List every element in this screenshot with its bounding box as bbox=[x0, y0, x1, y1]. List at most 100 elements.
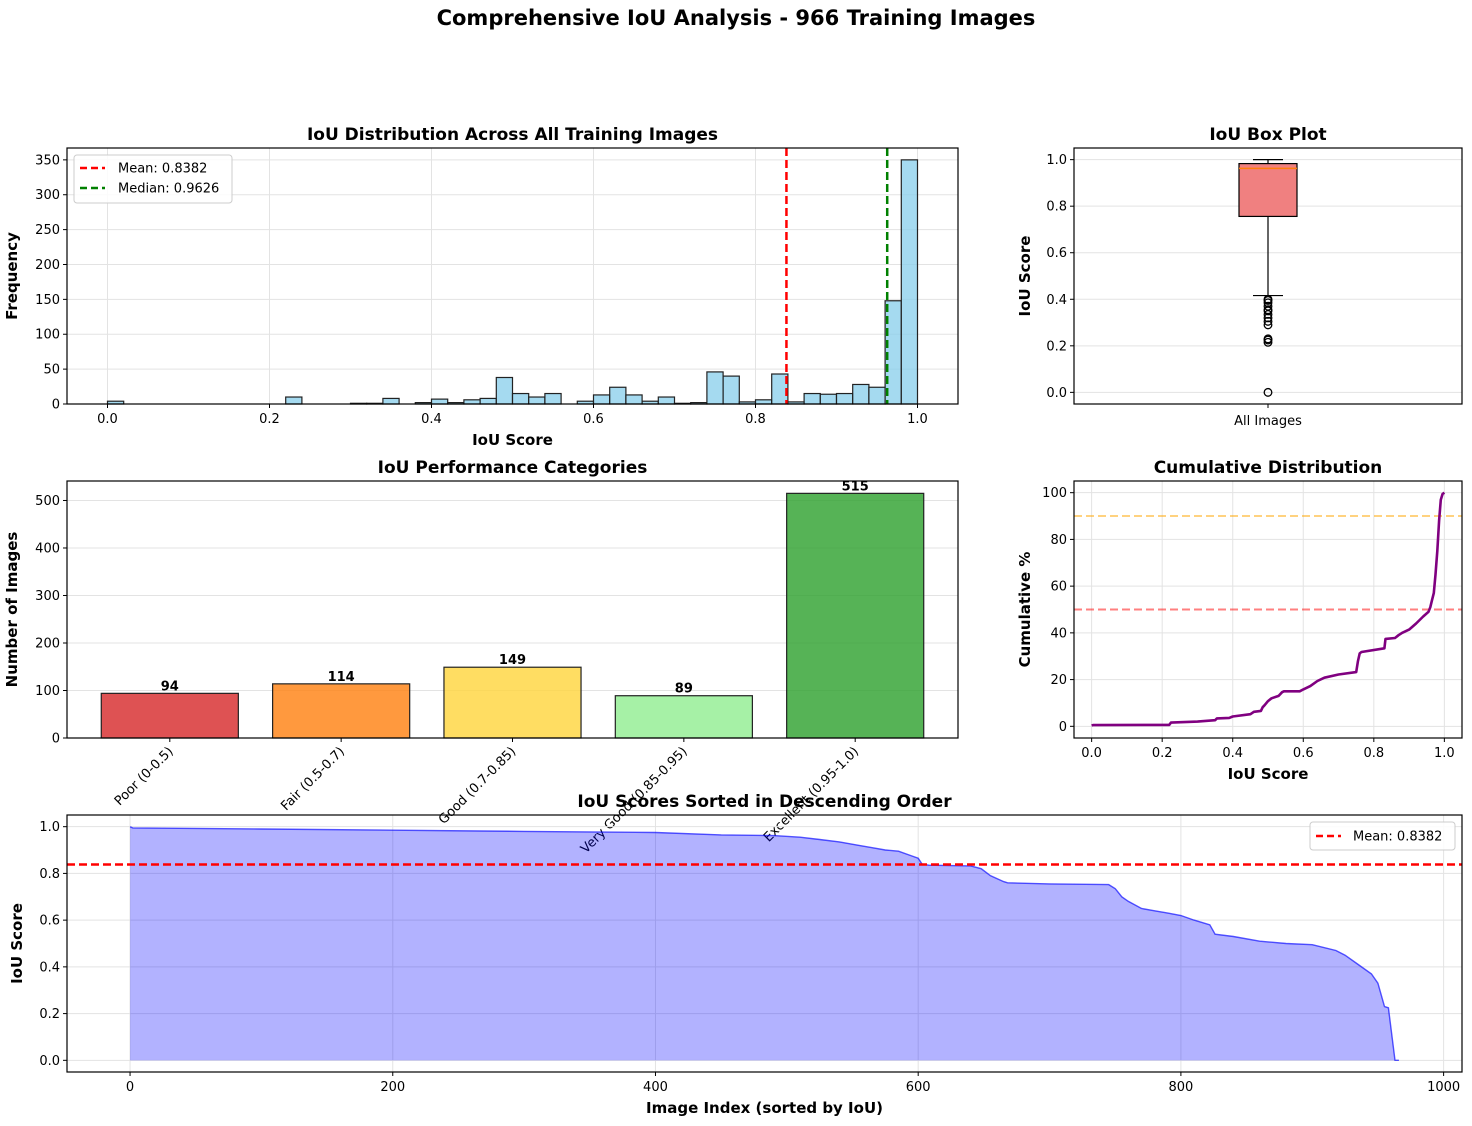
histogram-bar bbox=[868, 386, 886, 405]
boxplot-ytick-label: 0.4 bbox=[1046, 293, 1067, 308]
histogram-ytick-label: 0 bbox=[52, 398, 60, 413]
histogram-ytick-label: 100 bbox=[35, 328, 60, 343]
categories-ytick-label: 0 bbox=[52, 732, 60, 747]
boxplot-outlier-point bbox=[1263, 295, 1273, 305]
boxplot-chart: 0.0 0.2 0.4 0.6 0.8 1.0 All Images IoU Box Plot… bbox=[1016, 125, 1463, 429]
histogram-legend: Mean: 0.8382 Median: 0.9626 bbox=[73, 154, 233, 204]
histogram-bar bbox=[609, 386, 627, 405]
categories-ytick-label: 100 bbox=[35, 684, 60, 699]
categories-data-label: 114 bbox=[328, 670, 355, 685]
histogram-xtick-label: 0.0 bbox=[97, 412, 118, 427]
histogram-bar bbox=[852, 383, 870, 405]
histogram-bar bbox=[495, 376, 514, 405]
cumulative-xlabel: IoU Score bbox=[1228, 765, 1309, 783]
histogram-bar bbox=[592, 394, 611, 405]
boxplot-xtick-label: All Images bbox=[1234, 414, 1302, 429]
histogram-bar bbox=[544, 392, 562, 405]
cumulative-ylabel: Cumulative % bbox=[1016, 552, 1034, 668]
histogram-ytick-label: 50 bbox=[43, 363, 60, 378]
histogram-bar bbox=[511, 392, 530, 405]
histogram-ytick-label: 250 bbox=[35, 223, 60, 238]
categories-data-label: 149 bbox=[499, 653, 526, 668]
histogram-bar bbox=[528, 396, 546, 405]
histogram-bar bbox=[803, 392, 821, 405]
cumulative-ytick-label: 40 bbox=[1050, 626, 1067, 641]
categories-bar bbox=[786, 492, 925, 739]
histogram-ytick-label: 300 bbox=[35, 188, 60, 203]
figure-suptitle: Comprehensive IoU Analysis - 966 Trainin… bbox=[436, 6, 1036, 30]
histogram-xtick-label: 0.2 bbox=[259, 412, 280, 427]
histogram-xtick-label: 1.0 bbox=[907, 412, 928, 427]
histogram-ylabel: Frequency bbox=[3, 232, 21, 320]
categories-bar bbox=[443, 666, 582, 739]
cumulative-xtick-label: 0.4 bbox=[1222, 746, 1243, 761]
sorted-ytick-label: 0.8 bbox=[39, 867, 60, 882]
boxplot-outlier-point bbox=[1263, 337, 1273, 347]
histogram-bar bbox=[657, 396, 676, 405]
histogram-bar bbox=[835, 392, 854, 405]
categories-data-label: 94 bbox=[161, 679, 179, 694]
categories-title: IoU Performance Categories bbox=[378, 458, 648, 478]
sorted-legend-label: Mean: 0.8382 bbox=[1353, 830, 1442, 845]
sorted-line bbox=[129, 826, 1399, 1061]
sorted-legend: Mean: 0.8382 bbox=[1309, 821, 1456, 851]
sorted-ytick-label: 0.2 bbox=[39, 1007, 60, 1022]
cumulative-chart: 0 20 40 60 80 100 0.0 0.2 0.4 0.6 0.8 1.0 Cumulative… bbox=[1016, 458, 1463, 783]
cumulative-ytick-label: 0 bbox=[1059, 720, 1067, 735]
sorted-xtick-label: 600 bbox=[906, 1080, 931, 1095]
histogram-legend-label: Mean: 0.8382 bbox=[118, 162, 207, 177]
boxplot-ytick-label: 0.6 bbox=[1046, 246, 1067, 261]
sorted-ytick-label: 0.6 bbox=[39, 914, 60, 929]
histogram-legend-box bbox=[73, 154, 233, 204]
histogram-bar bbox=[625, 394, 643, 405]
categories-ytick-label: 500 bbox=[35, 494, 60, 509]
sorted-xtick-label: 1000 bbox=[1427, 1080, 1460, 1095]
sorted-ytick-label: 0.0 bbox=[39, 1054, 60, 1069]
cumulative-title: Cumulative Distribution bbox=[1154, 458, 1383, 478]
histogram-axes-frame bbox=[66, 147, 959, 405]
cumulative-xtick-label: 0.0 bbox=[1081, 746, 1102, 761]
histogram-ytick-label: 150 bbox=[35, 293, 60, 308]
histogram-xlabel: IoU Score bbox=[472, 431, 553, 449]
boxplot-ytick-label: 0.2 bbox=[1046, 339, 1067, 354]
boxplot-outlier-point bbox=[1263, 387, 1273, 397]
sorted-ytick-label: 0.4 bbox=[39, 960, 60, 975]
histogram-bar bbox=[819, 393, 838, 405]
histogram-bar bbox=[722, 375, 740, 405]
cumulative-ytick-label: 80 bbox=[1050, 533, 1067, 548]
sorted-ylabel: IoU Score bbox=[8, 903, 26, 984]
cumulative-xtick-label: 0.2 bbox=[1152, 746, 1173, 761]
histogram-xtick-label: 0.8 bbox=[745, 412, 766, 427]
histogram-bar bbox=[382, 397, 400, 405]
categories-bar bbox=[272, 683, 411, 739]
histogram-bar bbox=[479, 397, 497, 405]
boxplot-ytick-label: 1.0 bbox=[1046, 153, 1067, 168]
boxplot-ytick-label: 0.0 bbox=[1046, 386, 1067, 401]
histogram-ytick-label: 350 bbox=[35, 153, 60, 168]
sorted-area-fill bbox=[130, 826, 1399, 1061]
histogram-bar bbox=[430, 398, 449, 405]
cumulative-xtick-label: 1.0 bbox=[1434, 746, 1455, 761]
sorted-axes-frame bbox=[66, 814, 1463, 1073]
cumulative-ytick-label: 20 bbox=[1050, 673, 1067, 688]
categories-ytick-label: 400 bbox=[35, 541, 60, 556]
sorted-xtick-label: 400 bbox=[643, 1080, 668, 1095]
categories-xtick-label: Fair (0.5-0.7) bbox=[278, 744, 348, 814]
categories-data-label: 89 bbox=[675, 682, 693, 697]
boxplot-ylabel: IoU Score bbox=[1016, 236, 1034, 317]
boxplot-outlier-point bbox=[1263, 320, 1273, 330]
sorted-xtick-label: 800 bbox=[1168, 1080, 1193, 1095]
categories-ylabel: Number of Images bbox=[3, 532, 21, 688]
histogram-ytick-label: 200 bbox=[35, 258, 60, 273]
boxplot-axes-frame bbox=[1073, 147, 1463, 405]
boxplot-ytick-label: 0.8 bbox=[1046, 200, 1067, 215]
cumulative-xtick-label: 0.6 bbox=[1293, 746, 1314, 761]
cumulative-axes-frame bbox=[1073, 480, 1463, 739]
sorted-title: IoU Scores Sorted in Descending Order bbox=[577, 792, 952, 812]
histogram-xtick-label: 0.6 bbox=[583, 412, 604, 427]
histogram-xtick-label: 0.4 bbox=[421, 412, 442, 427]
boxplot-box bbox=[1238, 162, 1298, 218]
histogram-bar bbox=[285, 396, 303, 405]
histogram-bar bbox=[900, 159, 919, 405]
